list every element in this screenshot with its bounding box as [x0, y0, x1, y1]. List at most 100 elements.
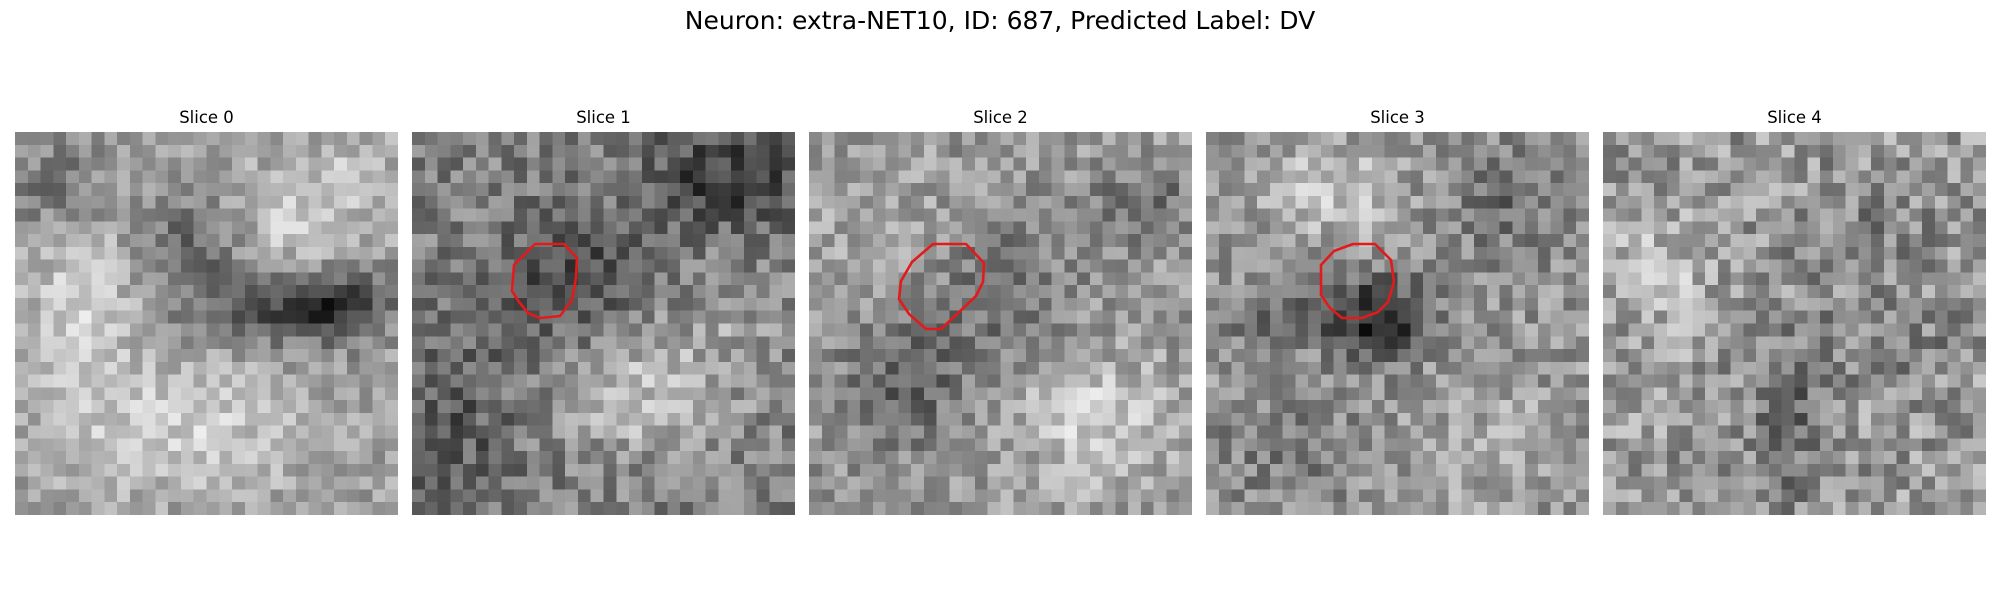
pixel — [232, 259, 246, 274]
pixel — [1743, 310, 1757, 325]
pixel — [1692, 451, 1706, 465]
pixel — [1883, 246, 1898, 261]
pixel — [552, 208, 566, 222]
pixel — [412, 221, 426, 235]
pixel — [769, 323, 783, 337]
pixel — [911, 310, 925, 325]
pixel — [1768, 272, 1783, 286]
pixel — [834, 132, 848, 146]
pixel — [1960, 387, 1974, 401]
pixel — [1794, 297, 1808, 312]
pixel — [488, 246, 502, 261]
pixel — [847, 144, 861, 159]
pixel — [463, 221, 477, 235]
pixel — [872, 336, 887, 350]
pixel — [1615, 170, 1630, 184]
pixel — [1654, 170, 1668, 184]
pixel — [1576, 285, 1589, 299]
pixel — [1628, 412, 1642, 427]
pixel — [244, 208, 259, 222]
pixel — [1537, 195, 1552, 210]
pixel — [1371, 323, 1386, 337]
pixel — [847, 170, 861, 184]
slice-image-2 — [809, 132, 1192, 515]
pixel — [847, 374, 861, 388]
pixel — [1153, 489, 1168, 503]
pixel — [1026, 349, 1040, 363]
pixel — [782, 285, 795, 299]
pixel — [475, 387, 490, 401]
pixel — [66, 425, 80, 439]
pixel — [1448, 374, 1462, 388]
pixel — [1410, 502, 1424, 515]
pixel — [1013, 387, 1027, 401]
pixel — [1282, 170, 1296, 184]
pixel — [295, 170, 310, 184]
pixel — [539, 502, 554, 515]
pixel — [1909, 374, 1923, 388]
pixel — [180, 285, 195, 299]
pixel — [1947, 502, 1962, 515]
pixel — [1486, 476, 1501, 491]
pixel — [1525, 208, 1539, 222]
pixel — [1448, 310, 1462, 325]
pixel — [911, 208, 925, 222]
pixel — [898, 170, 912, 184]
pixel — [1423, 272, 1437, 286]
pixel — [936, 463, 951, 478]
pixel — [1768, 246, 1783, 261]
pixel — [91, 183, 105, 197]
pixel — [450, 400, 464, 414]
pixel — [1947, 361, 1962, 376]
pixel — [923, 157, 938, 171]
pixel — [1807, 183, 1821, 197]
pixel — [860, 425, 874, 439]
pixel — [1883, 451, 1898, 465]
pixel — [295, 451, 310, 465]
pixel — [424, 285, 439, 299]
pixel — [1218, 323, 1233, 337]
pixel — [232, 183, 246, 197]
pixel — [1308, 387, 1322, 401]
pixel — [1384, 349, 1399, 363]
pixel — [987, 183, 1002, 197]
pixel — [641, 310, 656, 325]
pixel — [1654, 183, 1668, 197]
pixel — [1743, 246, 1757, 261]
pixel — [1333, 463, 1348, 478]
pixel — [1128, 323, 1142, 337]
pixel — [821, 400, 836, 414]
pixel — [1717, 323, 1732, 337]
pixel — [1615, 502, 1630, 515]
pixel — [257, 425, 271, 439]
pixel — [321, 310, 335, 325]
pixel — [321, 144, 335, 159]
pixel — [1973, 349, 1986, 363]
pixel — [1051, 157, 1065, 171]
pixel — [590, 221, 605, 235]
pixel — [1781, 246, 1796, 261]
pixel — [1654, 438, 1668, 452]
pixel — [1244, 221, 1258, 235]
pixel — [359, 183, 374, 197]
pixel — [1474, 336, 1488, 350]
pixel — [1397, 489, 1411, 503]
pixel — [1947, 285, 1962, 299]
pixel — [1883, 323, 1898, 337]
pixel — [1179, 349, 1192, 363]
pixel — [898, 489, 912, 503]
pixel — [847, 208, 861, 222]
pixel — [1768, 349, 1783, 363]
pixel — [1934, 476, 1949, 491]
pixel — [705, 349, 719, 363]
pixel — [718, 400, 732, 414]
pixel — [359, 221, 374, 235]
pixel — [577, 463, 592, 478]
pixel — [577, 208, 592, 222]
pixel — [1435, 234, 1450, 248]
pixel — [372, 476, 386, 491]
pixel — [1474, 451, 1488, 465]
pixel — [104, 272, 118, 286]
pixel — [1820, 144, 1834, 159]
pixel — [1537, 183, 1552, 197]
